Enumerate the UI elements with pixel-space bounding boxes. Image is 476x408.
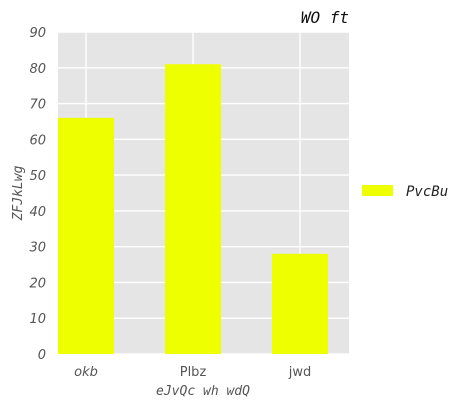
y-tick-label: 0 (38, 348, 46, 363)
y-tick-label: 70 (29, 98, 46, 113)
y-tick-label: 90 (29, 26, 46, 41)
bars (58, 64, 328, 354)
x-tick-labels: okb Plbz jwd (74, 365, 311, 380)
y-tick-label: 60 (29, 133, 46, 148)
y-tick-label: 40 (29, 205, 46, 220)
chart-title: WO ft (301, 8, 349, 27)
y-tick-label: 50 (29, 169, 46, 184)
y-tick-label: 10 (29, 312, 46, 327)
y-tick-label: 30 (29, 241, 46, 256)
y-tick-labels: 0 10 20 30 40 50 60 70 80 90 (29, 26, 46, 363)
y-tick-label: 20 (29, 276, 46, 291)
bar-Plbz (165, 64, 221, 354)
legend-swatch (362, 185, 393, 196)
x-axis-label: eJvQc wh wdQ (156, 384, 250, 399)
y-axis-label: ZFJkLwg (11, 165, 26, 221)
bar-okb (58, 117, 114, 354)
x-tick-label: jwd (288, 365, 312, 380)
y-tick-label: 80 (29, 62, 46, 77)
legend: PvcBu (362, 184, 448, 200)
x-tick-label: Plbz (180, 365, 207, 380)
legend-label: PvcBu (406, 184, 448, 200)
x-tick-label: okb (74, 365, 98, 380)
bar-jwd (272, 253, 328, 354)
